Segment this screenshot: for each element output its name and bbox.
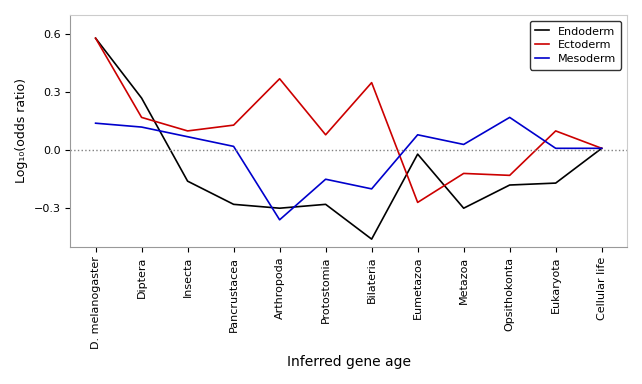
Mesoderm [414, 132, 422, 137]
Ectoderm [598, 146, 605, 151]
Mesoderm [230, 144, 238, 149]
Mesoderm [184, 134, 191, 139]
Endoderm [368, 237, 376, 242]
Endoderm [184, 179, 191, 184]
Ectoderm [230, 123, 238, 127]
Endoderm [138, 96, 146, 100]
Ectoderm [506, 173, 514, 178]
Mesoderm [506, 115, 514, 120]
Ectoderm [322, 132, 329, 137]
Ectoderm [460, 171, 467, 176]
Line: Ectoderm: Ectoderm [96, 38, 602, 202]
X-axis label: Inferred gene age: Inferred gene age [286, 355, 411, 369]
Line: Mesoderm: Mesoderm [96, 118, 602, 220]
Ectoderm [138, 115, 146, 120]
Ectoderm [552, 129, 560, 133]
Endoderm [322, 202, 329, 207]
Line: Endoderm: Endoderm [96, 38, 602, 239]
Endoderm [92, 36, 100, 40]
Endoderm [230, 202, 238, 207]
Ectoderm [92, 36, 100, 40]
Endoderm [460, 206, 467, 210]
Y-axis label: Log₁₀(odds ratio): Log₁₀(odds ratio) [15, 78, 28, 184]
Mesoderm [552, 146, 560, 151]
Mesoderm [368, 187, 376, 191]
Ectoderm [414, 200, 422, 205]
Mesoderm [92, 121, 100, 126]
Ectoderm [276, 76, 284, 81]
Endoderm [276, 206, 284, 210]
Mesoderm [322, 177, 329, 182]
Mesoderm [598, 146, 605, 151]
Ectoderm [368, 80, 376, 85]
Endoderm [552, 181, 560, 185]
Endoderm [598, 146, 605, 151]
Mesoderm [138, 125, 146, 129]
Ectoderm [184, 129, 191, 133]
Mesoderm [460, 142, 467, 147]
Legend: Endoderm, Ectoderm, Mesoderm: Endoderm, Ectoderm, Mesoderm [530, 21, 621, 70]
Endoderm [414, 152, 422, 156]
Endoderm [506, 183, 514, 187]
Mesoderm [276, 217, 284, 222]
